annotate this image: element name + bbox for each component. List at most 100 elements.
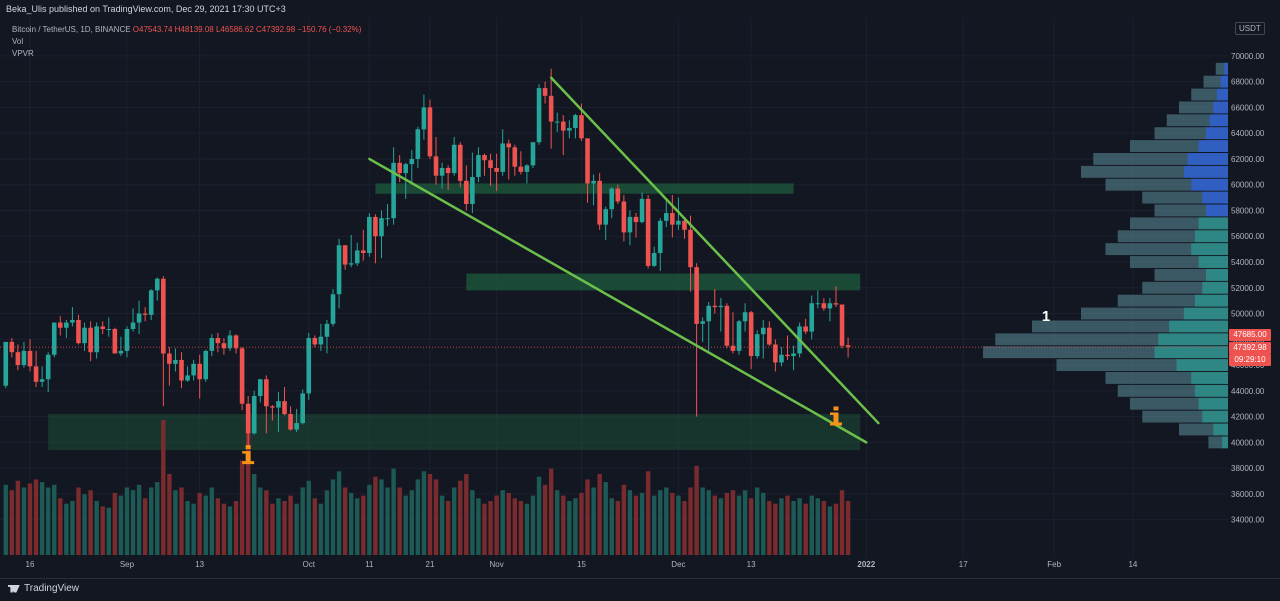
- candle: [506, 139, 512, 180]
- vpvr-row: [1130, 256, 1228, 268]
- candle-body: [670, 213, 675, 225]
- candle-body: [476, 155, 481, 177]
- price-tick-label: 52000.00: [1231, 284, 1265, 293]
- candle-body: [573, 115, 578, 129]
- vpvr-row-value: [1183, 165, 1228, 178]
- candle: [560, 115, 566, 156]
- volume-bars: [3, 420, 851, 555]
- candle-body: [821, 303, 827, 309]
- candle: [779, 347, 784, 367]
- candle: [233, 334, 239, 354]
- candle-body: [839, 304, 845, 346]
- price-chart[interactable]: 34000.00 36000.00 38000.00 40000.00 42000.00…: [0, 18, 1280, 578]
- price-axis[interactable]: 34000.00 36000.00 38000.00 40000.00 42000.00…: [1228, 18, 1280, 578]
- price-tag-last: 47392.98: [1229, 342, 1271, 355]
- candle-body: [215, 338, 221, 344]
- vpvr-row-value: [1154, 346, 1228, 359]
- volume-bar: [15, 480, 21, 555]
- candle-body: [530, 142, 536, 166]
- time-axis[interactable]: 16 Sep 13 Oct 11 21 Nov 15 Dec 13 2022 17 Feb 14: [26, 560, 1138, 569]
- vpvr-row-value: [1202, 281, 1228, 294]
- volume-bar: [664, 487, 669, 555]
- candle-body: [500, 143, 505, 172]
- volume-bar: [312, 498, 318, 555]
- candle: [215, 332, 221, 353]
- candle: [270, 405, 275, 421]
- candle: [785, 335, 790, 360]
- candle-body: [197, 363, 202, 380]
- volume-bar: [391, 468, 396, 555]
- candle-body: [664, 213, 669, 221]
- tradingview-logo[interactable]: TradingView: [8, 583, 79, 594]
- price-tick-label: 56000.00: [1231, 232, 1265, 241]
- volume-bar: [76, 487, 81, 555]
- vpvr-row: [1105, 372, 1228, 384]
- vpvr-row-value: [1216, 88, 1228, 101]
- candle-body: [148, 290, 154, 315]
- volume-bar: [512, 498, 517, 555]
- candle-body: [494, 167, 499, 172]
- candle: [609, 187, 615, 219]
- candle: [306, 332, 312, 400]
- trendlines: [0, 76, 1228, 444]
- candle: [712, 289, 718, 314]
- candle: [15, 344, 21, 371]
- volume-bar: [118, 495, 124, 555]
- candle: [760, 319, 766, 359]
- vpvr-row: [1142, 281, 1228, 294]
- vpvr-row: [1105, 178, 1228, 191]
- currency-badge[interactable]: USDT: [1235, 22, 1265, 35]
- candle-body: [421, 107, 427, 130]
- volume-bar: [367, 484, 372, 555]
- vpvr-row: [1130, 397, 1228, 410]
- candle-body: [294, 423, 299, 430]
- candle-body: [706, 305, 712, 322]
- candle-body: [597, 180, 602, 225]
- vpvr-row-value: [1205, 268, 1228, 281]
- volume-bar: [33, 479, 39, 555]
- candle-body: [15, 352, 21, 366]
- time-tick-label: 13: [747, 560, 756, 569]
- price-tick-label: 66000.00: [1231, 103, 1265, 112]
- volume-bar: [203, 495, 208, 555]
- candle-body: [330, 294, 336, 324]
- vpvr-row: [1117, 384, 1228, 397]
- vpvr-row-value: [1222, 436, 1228, 449]
- volume-bar: [645, 471, 651, 555]
- volume-bar: [724, 492, 730, 555]
- vpvr-row-value: [1198, 397, 1228, 410]
- volume-bar: [791, 501, 796, 555]
- candle: [197, 354, 202, 399]
- candle-body: [518, 166, 524, 172]
- candle-body: [403, 164, 409, 174]
- volume-bar: [755, 487, 760, 555]
- candle-body: [627, 216, 633, 233]
- candle: [76, 314, 81, 345]
- candle-body: [276, 401, 281, 408]
- candle-body: [336, 245, 342, 295]
- candle-body: [567, 128, 572, 131]
- volume-bar: [597, 474, 602, 555]
- volume-bar: [288, 495, 293, 555]
- volume-bar: [336, 471, 342, 555]
- legend-vpvr: VPVR: [12, 49, 34, 58]
- volume-bar: [670, 492, 675, 555]
- candle: [651, 246, 657, 268]
- zone-lower: [48, 414, 861, 451]
- vpvr-row-value: [1194, 294, 1228, 307]
- candle-body: [773, 344, 778, 363]
- time-tick-label: Dec: [671, 560, 685, 569]
- candle: [494, 153, 499, 192]
- candle: [342, 245, 348, 270]
- candle: [142, 307, 148, 322]
- volume-bar: [845, 501, 851, 555]
- candle: [803, 318, 808, 335]
- vpvr-row-value: [1205, 204, 1228, 217]
- vpvr-row: [1093, 153, 1228, 165]
- price-tick-label: 62000.00: [1231, 155, 1265, 164]
- volume-bar: [815, 498, 820, 555]
- volume-bar: [506, 492, 511, 555]
- candle-body: [70, 319, 75, 323]
- vpvr-row-value: [1205, 127, 1228, 140]
- candle: [9, 338, 15, 358]
